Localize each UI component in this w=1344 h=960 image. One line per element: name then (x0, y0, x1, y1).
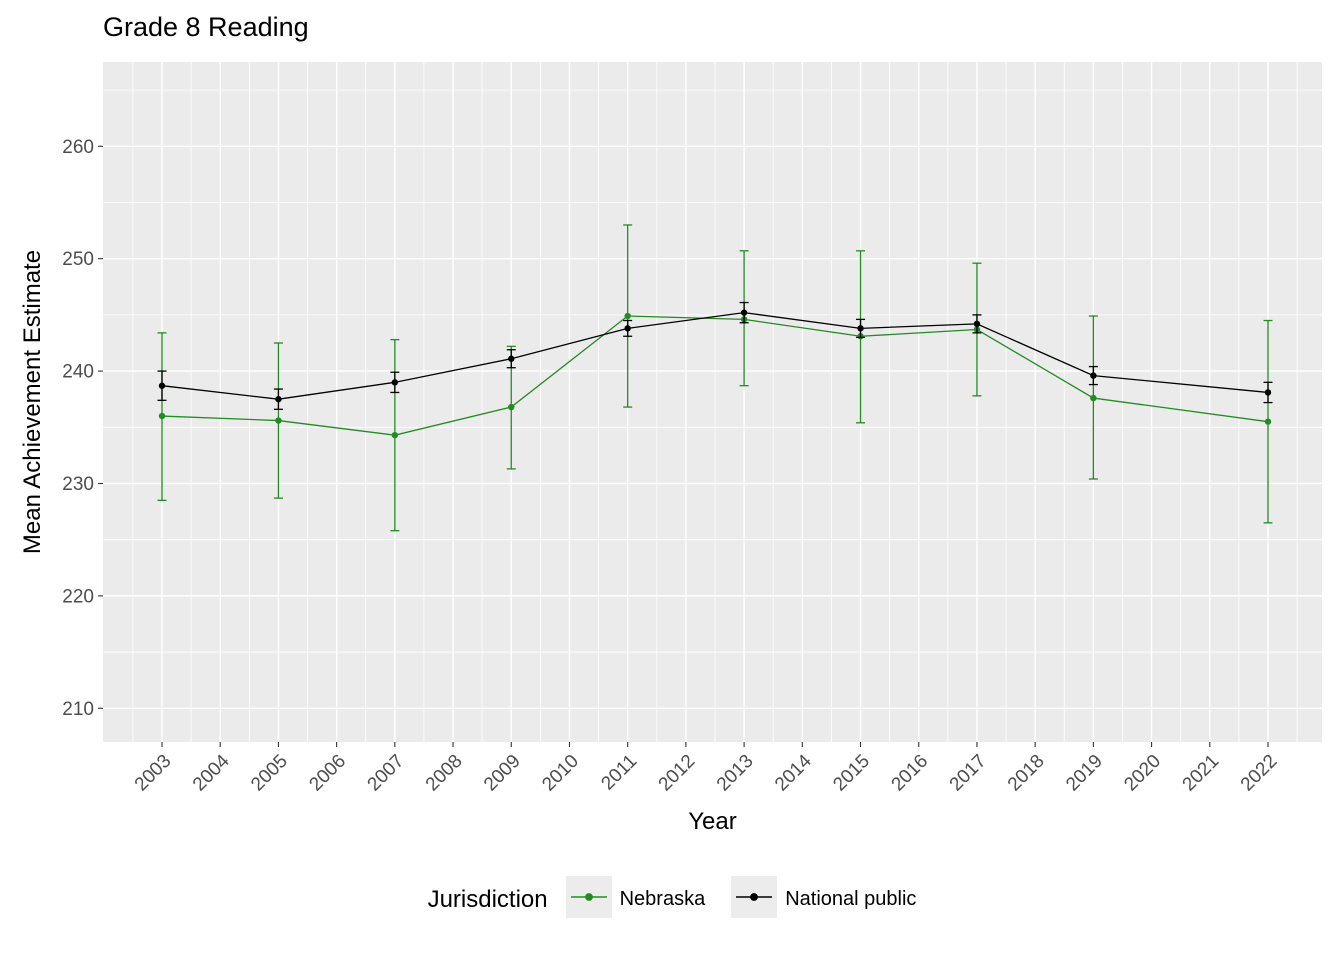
svg-text:2003: 2003 (131, 751, 176, 796)
axis-ticks (98, 145, 1269, 747)
svg-text:2006: 2006 (305, 751, 350, 796)
y-axis-label-wrap: Mean Achievement Estimate (0, 62, 66, 742)
panel-background (103, 62, 1322, 742)
svg-text:2017: 2017 (946, 751, 991, 796)
svg-text:2016: 2016 (888, 751, 933, 796)
legend-title: Jurisdiction (427, 885, 548, 913)
svg-text:2018: 2018 (1004, 751, 1049, 796)
series-national-public (157, 301, 1273, 410)
legend: Jurisdiction Nebraska (0, 876, 1344, 923)
svg-text:260: 260 (62, 137, 94, 158)
svg-text:240: 240 (62, 362, 94, 383)
minor-gridlines (103, 62, 1322, 742)
y-axis-label: Mean Achievement Estimate (19, 249, 46, 555)
svg-text:2012: 2012 (655, 751, 700, 796)
svg-text:2015: 2015 (829, 751, 874, 796)
svg-text:2007: 2007 (364, 751, 409, 796)
y-tick-labels: 210 220 230 240 250 260 (62, 137, 94, 720)
chart-title: Grade 8 Reading (103, 12, 309, 42)
legend-label-nebraska: Nebraska (619, 888, 706, 910)
legend-item-national-public: National public (731, 876, 916, 923)
svg-text:2013: 2013 (713, 751, 758, 796)
legend-key-nebraska-icon (565, 876, 612, 923)
svg-text:210: 210 (62, 699, 94, 720)
svg-text:2008: 2008 (422, 751, 467, 796)
x-axis-label: Year (688, 808, 737, 835)
svg-text:250: 250 (62, 249, 94, 270)
svg-text:2009: 2009 (480, 751, 525, 796)
svg-text:2022: 2022 (1237, 751, 1282, 796)
svg-text:2020: 2020 (1120, 751, 1165, 796)
legend-key-national-public-icon (731, 876, 778, 923)
legend-items: Nebraska National public (565, 876, 916, 923)
svg-text:230: 230 (62, 474, 94, 495)
legend-label-national-public: National public (785, 888, 917, 910)
svg-text:2019: 2019 (1062, 751, 1107, 796)
legend-item-nebraska: Nebraska (565, 876, 706, 923)
x-tick-labels: 2003 2004 2005 2006 2007 2008 2009 2010 2011 2012… (131, 750, 1282, 795)
svg-text:2014: 2014 (771, 750, 816, 795)
plot-area: 2003 2004 2005 2006 2007 2008 2009 2010 2011 2012… (62, 62, 1322, 795)
svg-text:2011: 2011 (597, 751, 641, 795)
svg-text:2005: 2005 (247, 751, 292, 796)
svg-text:2010: 2010 (538, 751, 583, 796)
svg-text:220: 220 (62, 586, 94, 607)
svg-text:2004: 2004 (189, 750, 234, 795)
svg-text:2021: 2021 (1179, 751, 1224, 796)
